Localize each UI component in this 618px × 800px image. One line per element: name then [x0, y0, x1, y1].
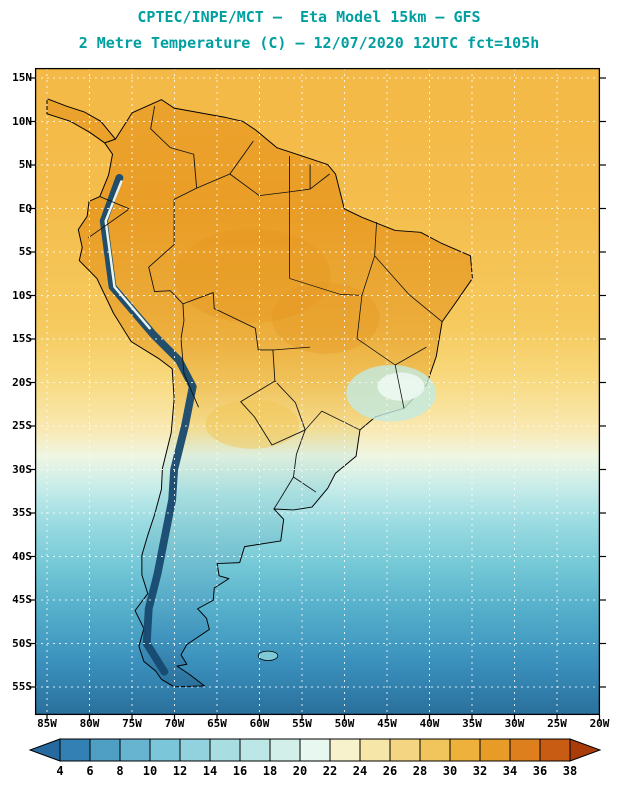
lat-label: 15N	[12, 71, 32, 84]
legend-tick-label: 30	[442, 764, 458, 778]
legend-cell	[449, 738, 481, 762]
color-scale-bar	[28, 738, 602, 762]
lon-label: 40W	[419, 717, 440, 730]
lat-label: 5S	[18, 245, 32, 258]
legend-cell	[239, 738, 271, 762]
lon-label: 85W	[37, 717, 57, 730]
lat-label: 25S	[12, 419, 32, 432]
lat-label: 15S	[12, 332, 32, 345]
legend-cell	[59, 738, 91, 762]
lon-label: 30W	[504, 717, 525, 730]
legend-tick-label: 10	[142, 764, 158, 778]
lon-label: 70W	[164, 717, 185, 730]
lat-label: 10S	[12, 288, 32, 302]
legend-cell	[329, 738, 361, 762]
legend-cell	[149, 738, 181, 762]
legend-tick-label: 12	[172, 764, 188, 778]
lon-label: 35W	[462, 717, 482, 730]
falkland-islands	[257, 650, 279, 661]
model-title: CPTEC/INPE/MCT — Eta Model 15km — GFS	[137, 8, 481, 26]
lon-label: 80W	[79, 717, 100, 730]
legend-cell	[299, 738, 331, 762]
legend-cell	[28, 738, 61, 762]
legend-tick-label: 26	[382, 764, 398, 778]
legend-cell	[539, 738, 571, 762]
legend-cell	[209, 738, 241, 762]
lat-label: 45S	[12, 593, 32, 606]
country-borders	[87, 106, 330, 510]
legend-tick-label: 32	[472, 764, 488, 778]
legend-tick-label: 38	[562, 764, 578, 778]
lat-label: 55S	[12, 680, 32, 693]
legend-tick-label: 22	[322, 764, 338, 778]
legend-cell	[569, 738, 602, 762]
legend-tick-label: 6	[86, 764, 94, 778]
legend-tick-label: 14	[202, 764, 218, 778]
lat-label: 5N	[18, 158, 32, 171]
legend-tick-label: 24	[352, 764, 368, 778]
legend-tick-label: 28	[412, 764, 428, 778]
legend-cell	[479, 738, 511, 762]
field-valid-time-title: 2 Metre Temperature (C) — 12/07/2020 12U…	[78, 34, 540, 52]
lon-label: 75W	[122, 717, 142, 730]
lon-label: 60W	[249, 717, 270, 730]
lat-label: EQ	[18, 201, 32, 215]
lon-label: 25W	[547, 717, 567, 730]
legend-cell	[269, 738, 301, 762]
map-panel	[29, 67, 606, 721]
legend-tick-label: 34	[502, 764, 518, 778]
legend-cell	[119, 738, 151, 762]
andes-cold-band	[99, 173, 197, 676]
lon-label: 45W	[377, 717, 397, 730]
axis-ticks	[29, 77, 606, 721]
legend-cell	[419, 738, 451, 762]
legend-tick-label: 16	[232, 764, 248, 778]
lat-label: 35S	[12, 506, 32, 519]
legend-cell	[89, 738, 121, 762]
legend-cell	[389, 738, 421, 762]
lat-label: 40S	[12, 549, 32, 563]
lat-label: 20S	[12, 375, 32, 389]
lon-label: 55W	[292, 717, 312, 730]
legend-cell	[359, 738, 391, 762]
temperature-map	[29, 67, 606, 721]
lat-label: 30S	[12, 462, 32, 476]
south-america-landmass	[77, 99, 473, 688]
legend-tick-label: 36	[532, 764, 548, 778]
map-frame	[34, 67, 601, 716]
lat-label: 10N	[12, 114, 32, 128]
lon-label: 20W	[589, 717, 610, 730]
legend-cell	[509, 738, 541, 762]
latlon-grid	[35, 68, 600, 715]
legend-tick-label: 8	[116, 764, 124, 778]
legend-cell	[179, 738, 211, 762]
lon-label: 65W	[207, 717, 227, 730]
legend-tick-label: 4	[56, 764, 64, 778]
legend-tick-label: 18	[262, 764, 278, 778]
lon-label: 50W	[334, 717, 355, 730]
legend-tick-label: 20	[292, 764, 308, 778]
lat-label: 50S	[12, 636, 32, 650]
andes-snow-line	[104, 180, 151, 330]
state-borders	[272, 191, 443, 431]
